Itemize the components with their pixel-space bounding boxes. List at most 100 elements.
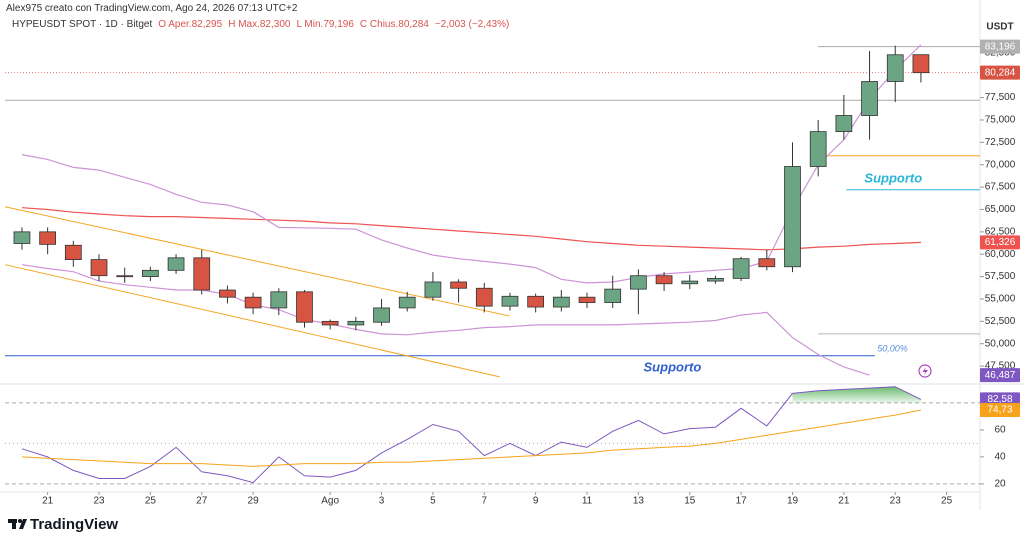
- indicator-label: 74,73: [987, 405, 1012, 416]
- y-tick-label: 40: [994, 452, 1006, 463]
- y-tick-label: 47,500: [985, 361, 1016, 372]
- indicator-label-box: [980, 403, 1020, 418]
- x-tick-label: Ago: [321, 496, 339, 507]
- price-label-box: [980, 39, 1020, 54]
- trend-line: [4, 206, 510, 317]
- candle-body: [193, 257, 211, 291]
- x-tick-label: 25: [941, 496, 953, 507]
- x-tick-label: 3: [379, 496, 385, 507]
- y-tick-label: 57,500: [985, 271, 1016, 282]
- x-tick-label: 17: [736, 496, 748, 507]
- candle-body: [347, 320, 365, 326]
- candle-body: [270, 291, 288, 309]
- candle-body: [732, 258, 750, 279]
- candle-body: [809, 131, 827, 167]
- x-tick-label: 25: [145, 496, 157, 507]
- x-tick-label: 19: [787, 496, 799, 507]
- candle-body: [398, 296, 416, 309]
- candle-body: [501, 295, 519, 307]
- candle-body: [116, 275, 134, 278]
- overlay-label: 46,487: [985, 370, 1016, 381]
- logo: TradingView: [30, 516, 119, 533]
- x-tick-label: 11: [582, 496, 593, 507]
- x-tick-label: 21: [42, 496, 54, 507]
- candle-body: [578, 296, 596, 303]
- indicator-line: [21, 409, 921, 467]
- candle-body: [450, 281, 467, 289]
- y-tick-label: 52,500: [985, 316, 1016, 327]
- candle-body: [552, 296, 570, 308]
- price-label: 80,284: [985, 67, 1016, 78]
- y-tick-label: 72,500: [985, 137, 1016, 148]
- legend-row: HYPEUSDT SPOT · 1D · Bitget O Aper.82,29…: [12, 19, 509, 30]
- candle-body: [373, 307, 390, 323]
- candle-body: [835, 115, 853, 133]
- candle-body: [39, 231, 56, 245]
- ohlc-open: O Aper.82,295: [158, 19, 223, 30]
- annotation: Supporto: [864, 170, 922, 185]
- y-tick-label: 60,000: [985, 249, 1016, 260]
- overlay-line: [21, 264, 870, 376]
- ohlc-close: C Chius.80,284: [359, 19, 429, 30]
- x-tick-label: 21: [838, 496, 850, 507]
- candle-body: [321, 320, 339, 326]
- y-tick-label: 70,000: [985, 159, 1016, 170]
- candle-body: [784, 166, 801, 268]
- candle-body: [886, 54, 904, 82]
- y-tick-label: 50,000: [985, 338, 1016, 349]
- candle-body: [912, 54, 930, 74]
- candle-body: [861, 81, 878, 116]
- overlay-label-box: [980, 235, 1020, 250]
- annotation: Supporto: [644, 359, 702, 374]
- annotation: 50,00%: [877, 343, 908, 353]
- candle-body: [655, 275, 673, 285]
- overlay-label: 61,326: [985, 237, 1016, 248]
- change: −2,003 (−2,43%): [434, 19, 510, 30]
- x-tick-label: 23: [890, 496, 902, 507]
- overlay-line: [21, 207, 921, 251]
- candle-body: [64, 244, 82, 260]
- candle-body: [90, 259, 108, 277]
- x-tick-label: 7: [481, 496, 487, 507]
- x-tick-label: 13: [633, 496, 645, 507]
- x-tick-label: 9: [533, 496, 539, 507]
- candle-body: [424, 281, 442, 298]
- x-tick-label: 29: [248, 496, 260, 507]
- alert-bolt: [922, 367, 928, 376]
- logo-icon: [8, 519, 27, 529]
- y-tick-label: 77,500: [985, 92, 1016, 103]
- credit: Alex975 creato con TradingView.com, Ago …: [6, 3, 298, 14]
- candle-body: [758, 258, 776, 268]
- y-tick-label: 20: [994, 479, 1006, 490]
- candle-body: [707, 277, 724, 282]
- symbol: HYPEUSDT SPOT · 1D · Bitget: [12, 19, 153, 30]
- candle-body: [604, 288, 622, 303]
- indicator-label: 82,58: [987, 394, 1012, 405]
- candle-body: [142, 269, 159, 277]
- candle-body: [219, 289, 236, 298]
- x-tick-label: 23: [93, 496, 105, 507]
- price-label-box: [980, 65, 1020, 80]
- candle-body: [13, 231, 31, 244]
- y-tick-label: 62,500: [985, 226, 1016, 237]
- y-tick-label: 55,000: [985, 294, 1016, 305]
- candle-body: [527, 295, 545, 308]
- price-label: 83,196: [985, 41, 1016, 52]
- candle-body: [296, 291, 313, 323]
- candle-body: [244, 296, 262, 309]
- candle-body: [681, 280, 699, 285]
- x-tick-label: 15: [684, 496, 696, 507]
- overlay-line: [21, 44, 922, 284]
- trend-line: [4, 264, 500, 378]
- ohlc-high: H Max.82,300: [228, 19, 291, 30]
- y-tick-label: 67,500: [985, 182, 1016, 193]
- indicator-label-box: [980, 392, 1020, 407]
- y-tick-label: 65,000: [985, 204, 1016, 215]
- alert-icon[interactable]: [918, 364, 932, 378]
- x-tick-label: 5: [430, 496, 436, 507]
- currency-label: USDT: [986, 22, 1013, 33]
- y-tick-label: 75,000: [985, 115, 1016, 126]
- candle-body: [167, 257, 185, 271]
